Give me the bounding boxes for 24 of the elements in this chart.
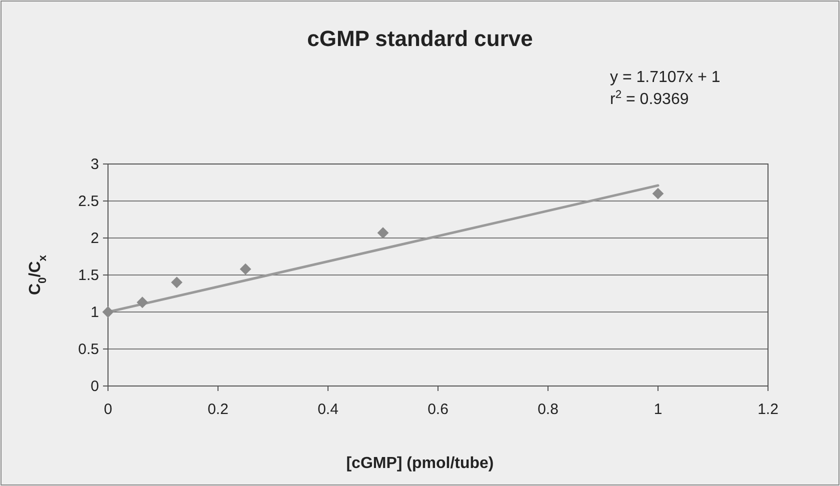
- point: [136, 296, 148, 308]
- x-tick-label: 1: [654, 401, 662, 418]
- text: r$^{2}$ = 0.9369: [610, 89, 689, 108]
- y-tick-label: 1: [90, 304, 99, 321]
- x-tick-label: 0.6: [428, 401, 448, 418]
- x-axis-title: [cGMP] (pmol/tube): [346, 455, 494, 472]
- x-tick-label: 0.2: [208, 401, 228, 418]
- y-tick-label: 0: [90, 378, 99, 395]
- y-tick-label: 0.5: [78, 341, 99, 358]
- point: [171, 276, 182, 288]
- x-tick-label: 1.2: [758, 401, 778, 418]
- x-tick-label: 0: [104, 401, 112, 418]
- point: [378, 227, 388, 238]
- point: [652, 188, 664, 200]
- x-tick-label: 0.8: [538, 401, 558, 418]
- text: y = 1.7107x + 1: [610, 69, 720, 86]
- y-tick-label: 2: [90, 230, 99, 247]
- y-tick-label: 2.5: [78, 193, 99, 210]
- point: [240, 264, 251, 275]
- chart-title: cGMP standard curve: [307, 26, 533, 51]
- point: [102, 306, 114, 318]
- y-tick-label: 3: [90, 156, 99, 173]
- y-tick-label: 1.5: [78, 267, 99, 284]
- x-tick-label: 0.4: [318, 401, 338, 418]
